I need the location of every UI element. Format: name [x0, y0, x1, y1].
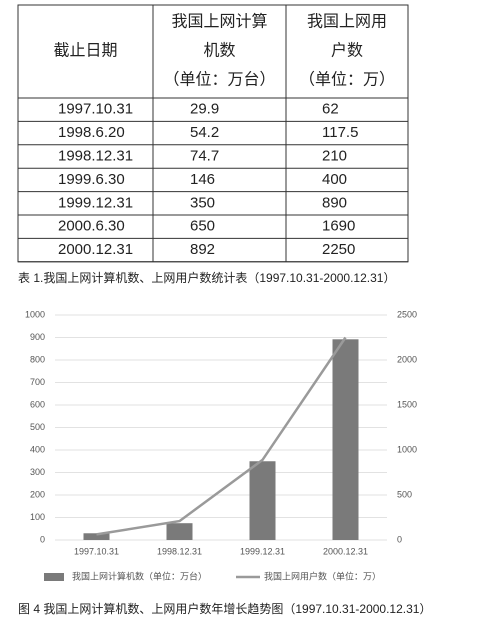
header-cell: （单位：万） [299, 71, 395, 89]
table-cell: 1998.6.20 [58, 124, 125, 141]
y-tick-label: 500 [30, 422, 45, 432]
table-cell: 1690 [322, 218, 355, 235]
y-tick-label: 300 [30, 467, 45, 477]
table-cell: 29.9 [190, 101, 219, 118]
y2-tick-label: 2500 [397, 309, 417, 319]
table-cell: 1999.6.30 [58, 171, 125, 188]
header-cell: 我国上网用 [307, 13, 387, 31]
table-caption: 表 1.我国上网计算机数、上网用户数统计表（1997.10.31-2000.12… [18, 270, 395, 285]
table-cell: 54.2 [190, 124, 219, 141]
table-cell: 146 [190, 171, 215, 188]
y2-tick-label: 2000 [397, 354, 417, 364]
table-cell: 117.5 [322, 124, 358, 141]
legend-label: 我国上网用户数（单位：万） [264, 570, 381, 581]
table-cell: 1999.12.31 [58, 194, 133, 211]
table-cell: 74.7 [190, 147, 219, 164]
y-tick-label: 200 [30, 489, 45, 499]
x-tick-label: 2000.12.31 [323, 546, 368, 556]
y-tick-label: 700 [30, 377, 45, 387]
table-cell: 2250 [322, 241, 355, 258]
y-tick-label: 1000 [25, 309, 45, 319]
y2-tick-label: 500 [397, 489, 412, 499]
table-cell: 210 [322, 147, 347, 164]
table-cell: 1998.12.31 [58, 147, 133, 164]
y-tick-label: 900 [30, 332, 45, 342]
y-tick-label: 600 [30, 399, 45, 409]
y2-tick-label: 1500 [397, 399, 417, 409]
table-cell: 400 [322, 171, 347, 188]
line [96, 336, 347, 536]
bar [249, 461, 276, 540]
y-tick-label: 800 [30, 354, 45, 364]
x-tick-label: 1998.12.31 [157, 546, 202, 556]
header-cell: 机数 [203, 42, 235, 60]
y-tick-label: 400 [30, 444, 45, 454]
header-cell: （单位：万台） [163, 71, 275, 89]
figure-caption: 图 4 我国上网计算机数、上网用户数年增长趋势图（1997.10.31-2000… [18, 601, 431, 616]
table-cell: 1997.10.31 [58, 101, 133, 118]
table-cell: 2000.6.30 [58, 218, 125, 235]
table-cell: 2000.12.31 [58, 241, 133, 258]
legend-label: 我国上网计算机数（单位：万台） [72, 570, 207, 581]
table-cell: 890 [322, 194, 347, 211]
bar [166, 523, 193, 540]
header-cell: 我国上网计算 [171, 12, 267, 31]
header-cell: 截止日期 [53, 42, 117, 60]
y-tick-label: 0 [40, 534, 45, 544]
bar [83, 533, 110, 540]
y-tick-label: 100 [30, 512, 45, 522]
table-cell: 62 [322, 101, 339, 118]
x-tick-label: 1997.10.31 [74, 546, 119, 556]
x-tick-label: 1999.12.31 [240, 546, 285, 556]
y2-tick-label: 0 [397, 534, 402, 544]
header-cell: 户数 [331, 42, 363, 60]
legend-swatch [44, 573, 64, 581]
table-cell: 350 [190, 194, 215, 211]
bar [332, 339, 359, 540]
table-cell: 892 [190, 241, 215, 258]
y2-tick-label: 1000 [397, 444, 417, 454]
table-cell: 650 [190, 218, 215, 235]
